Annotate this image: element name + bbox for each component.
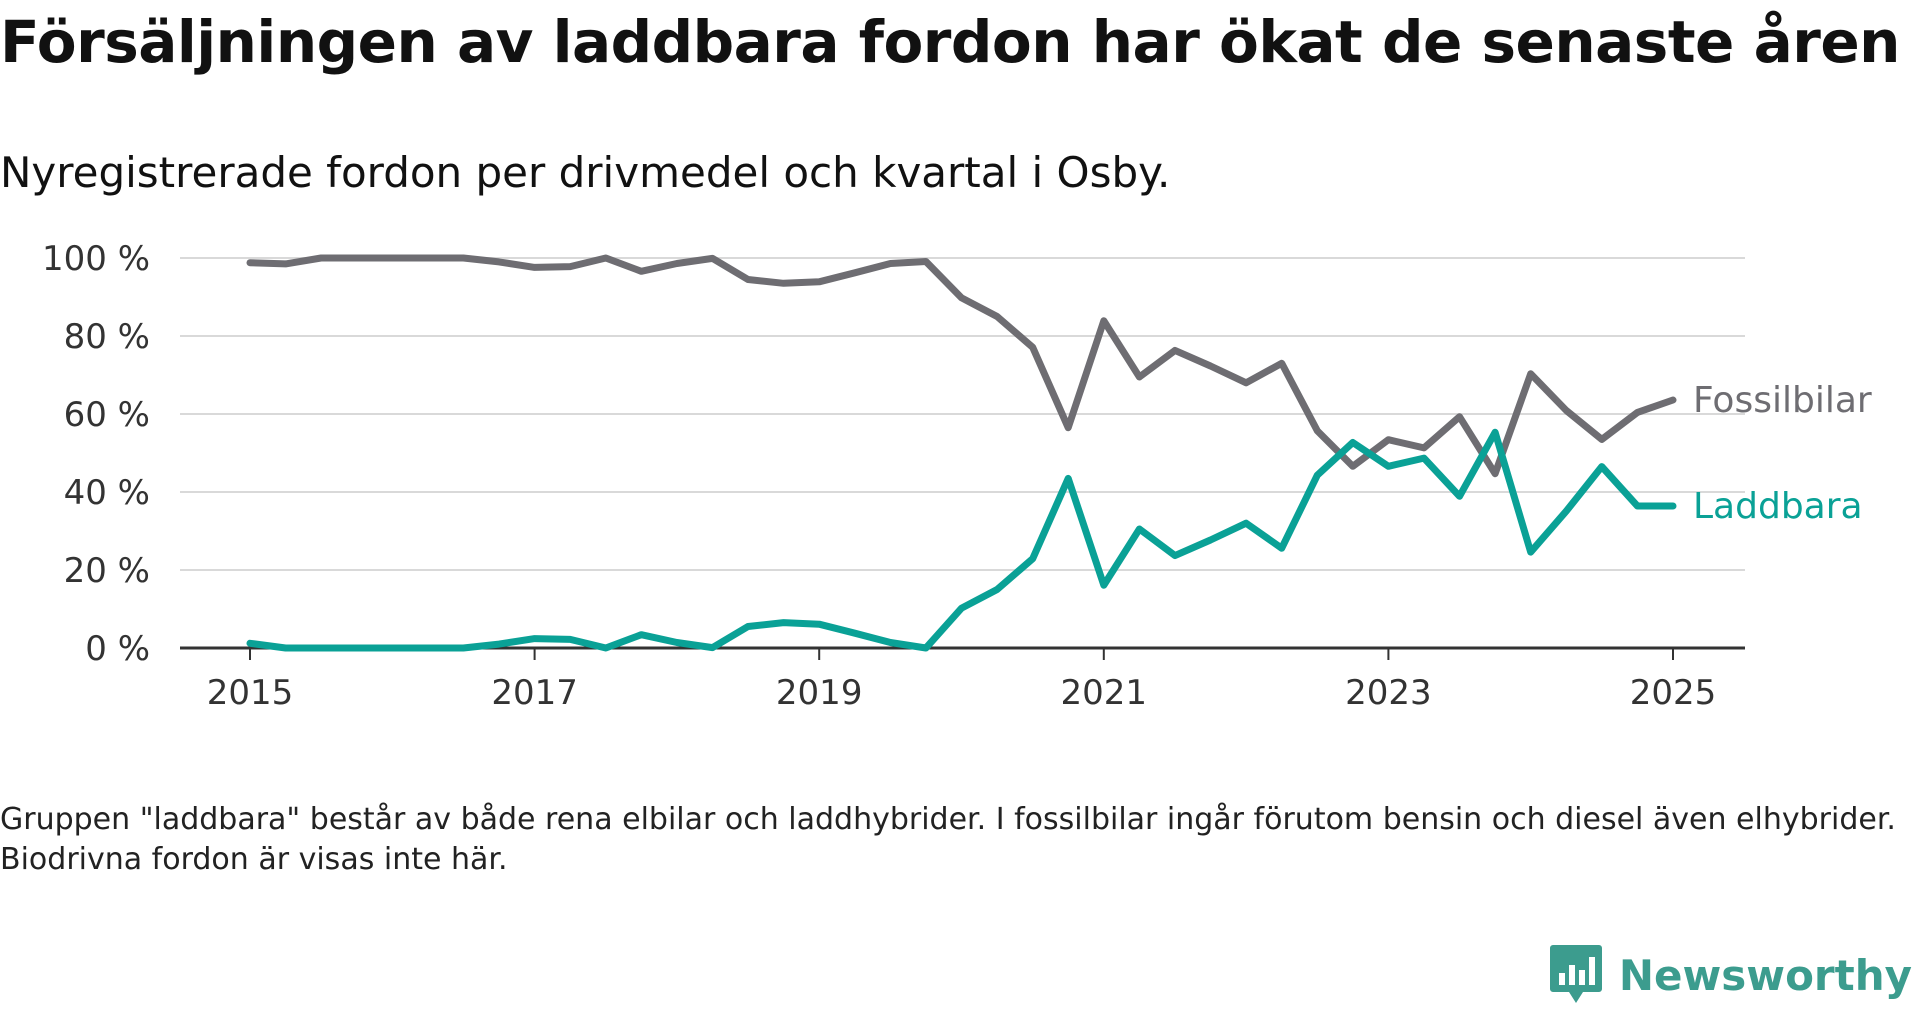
chart-title: Försäljningen av laddbara fordon har öka… (0, 8, 1900, 76)
y-tick-label: 0 % (85, 629, 150, 669)
y-tick-label: 60 % (64, 395, 150, 435)
series-labels: Fossilbilar Laddbara (1693, 380, 1872, 527)
series-line-fossilbilar (246, 254, 1677, 478)
y-tick-label: 40 % (64, 473, 150, 513)
brand-logo[interactable]: Newsworthy (1549, 940, 1912, 1010)
chart-subtitle: Nyregistrerade fordon per drivmedel och … (0, 148, 1171, 197)
series-label-fossilbilar: Fossilbilar (1693, 380, 1872, 421)
x-tick-label: 2023 (1345, 673, 1432, 713)
series-line-laddbara (246, 428, 1677, 652)
footnote: Gruppen "laddbara" består av både rena e… (0, 802, 1896, 877)
series-lines (246, 254, 1677, 652)
y-tick-label: 100 % (42, 239, 150, 279)
y-tick-label: 20 % (64, 551, 150, 591)
x-axis: 2015 2017 2019 2021 2023 2025 (180, 646, 1745, 713)
x-tick-label: 2019 (776, 673, 863, 713)
gridlines (180, 257, 1745, 571)
brand-name: Newsworthy (1618, 950, 1912, 1000)
newsworthy-icon (1549, 945, 1602, 1003)
x-tick-label: 2025 (1630, 673, 1717, 713)
y-tick-label: 80 % (64, 317, 150, 357)
y-axis: 0 % 20 % 40 % 60 % 80 % 100 % (42, 239, 150, 669)
x-tick-label: 2017 (491, 673, 578, 713)
series-label-laddbara: Laddbara (1693, 486, 1863, 527)
line-chart: 0 % 20 % 40 % 60 % 80 % 100 % 2015 2017 2019 202… (42, 239, 1872, 713)
x-tick-label: 2015 (207, 673, 294, 713)
x-tick-label: 2021 (1061, 673, 1148, 713)
